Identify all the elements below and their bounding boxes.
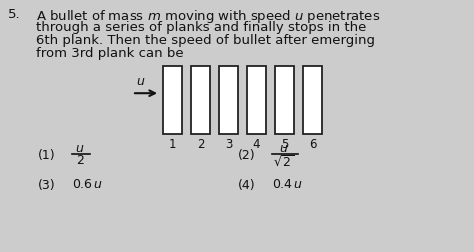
Text: $0.4\,u$: $0.4\,u$ bbox=[272, 178, 303, 191]
Text: 6th plank. Then the speed of bullet after emerging: 6th plank. Then the speed of bullet afte… bbox=[36, 34, 375, 47]
Bar bbox=[191, 67, 210, 135]
Text: 1: 1 bbox=[169, 137, 176, 150]
Text: (1): (1) bbox=[38, 148, 55, 161]
Text: 5.: 5. bbox=[8, 8, 21, 21]
Bar bbox=[247, 67, 266, 135]
Bar bbox=[219, 67, 238, 135]
Text: A bullet of mass $m$ moving with speed $u$ penetrates: A bullet of mass $m$ moving with speed $… bbox=[36, 8, 380, 25]
Text: (4): (4) bbox=[238, 178, 255, 191]
Text: (2): (2) bbox=[238, 148, 255, 161]
Text: $u$: $u$ bbox=[75, 142, 85, 155]
Text: $\sqrt{2}$: $\sqrt{2}$ bbox=[273, 154, 294, 169]
Text: (3): (3) bbox=[38, 178, 55, 191]
Bar bbox=[163, 67, 182, 135]
Text: 4: 4 bbox=[253, 137, 260, 150]
Text: 3: 3 bbox=[225, 137, 232, 150]
Text: 6: 6 bbox=[309, 137, 316, 150]
Bar bbox=[275, 67, 294, 135]
Text: 2: 2 bbox=[197, 137, 204, 150]
Text: 2: 2 bbox=[76, 154, 84, 167]
Bar bbox=[303, 67, 322, 135]
Text: $u$: $u$ bbox=[279, 142, 289, 155]
Text: 5: 5 bbox=[281, 137, 288, 150]
Text: $u$: $u$ bbox=[136, 75, 146, 88]
Text: $0.6\,u$: $0.6\,u$ bbox=[72, 178, 103, 191]
Text: through a series of planks and finally stops in the: through a series of planks and finally s… bbox=[36, 21, 366, 34]
Text: from 3rd plank can be: from 3rd plank can be bbox=[36, 47, 183, 60]
